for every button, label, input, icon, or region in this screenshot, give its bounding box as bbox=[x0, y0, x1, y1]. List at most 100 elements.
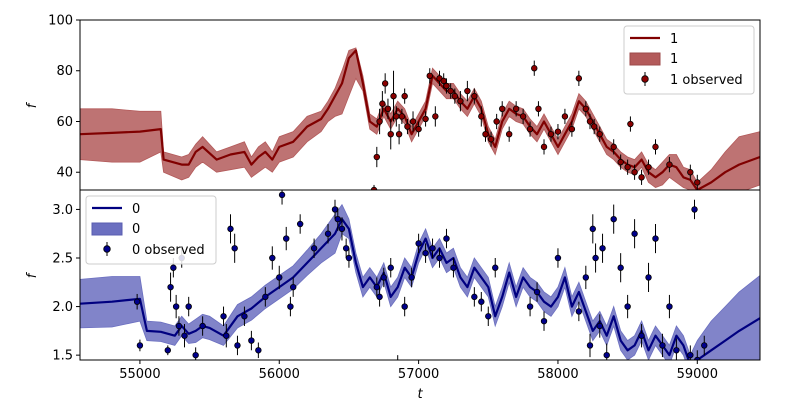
bottom-observed-point bbox=[278, 191, 286, 199]
bottom-observed-point bbox=[673, 347, 680, 354]
bottom-xtick-label: 57000 bbox=[398, 367, 439, 382]
top-observed-point bbox=[426, 72, 433, 80]
top-observed-point bbox=[478, 113, 485, 120]
top-observed-point bbox=[401, 92, 408, 100]
bottom-observed-point bbox=[526, 303, 534, 310]
bottom-observed-point bbox=[485, 313, 492, 320]
top-ylabel: f bbox=[25, 101, 40, 108]
top-observed-point bbox=[457, 97, 464, 105]
top-observed-point bbox=[451, 92, 459, 100]
bottom-observed-point bbox=[645, 274, 652, 281]
bottom-observed-point bbox=[603, 351, 610, 359]
bottom-observed-point bbox=[136, 342, 144, 349]
bottom-observed-point bbox=[324, 230, 332, 237]
bottom-observed-point bbox=[422, 249, 429, 257]
bottom-observed-point bbox=[287, 303, 294, 310]
bottom-observed-point bbox=[331, 206, 339, 213]
bottom-legend: 0 0 0 observed bbox=[85, 195, 217, 265]
bottom-observed-point bbox=[170, 264, 177, 271]
top-observed-point bbox=[610, 143, 617, 151]
top-observed-point bbox=[440, 77, 447, 85]
bottom-legend-label-band: 0 bbox=[132, 222, 140, 237]
bottom-observed-point bbox=[492, 264, 499, 271]
top-observed-point bbox=[395, 130, 403, 138]
bottom-observed-point bbox=[624, 303, 631, 310]
top-observed-point bbox=[624, 163, 631, 171]
top-observed-point bbox=[586, 118, 594, 125]
top-observed-point bbox=[432, 113, 439, 120]
bottom-observed-point bbox=[582, 274, 590, 281]
top-observed-point bbox=[666, 161, 673, 168]
bottom-observed-point bbox=[172, 303, 180, 310]
top-legend-marker-swatch bbox=[641, 75, 649, 83]
top-observed-point bbox=[381, 80, 389, 87]
bottom-observed-point bbox=[269, 254, 276, 262]
bottom-observed-point bbox=[227, 225, 234, 233]
bottom-observed-point bbox=[234, 342, 241, 349]
top-ytick-label: 80 bbox=[56, 64, 73, 79]
bottom-observed-point bbox=[255, 347, 262, 354]
top-observed-point bbox=[415, 125, 422, 133]
top-observed-point bbox=[471, 92, 478, 100]
top-observed-point bbox=[447, 87, 454, 95]
top-observed-point bbox=[409, 118, 417, 125]
bottom-observed-point bbox=[666, 303, 673, 310]
top-observed-point bbox=[393, 113, 400, 120]
bottom-observed-point bbox=[599, 245, 606, 252]
bottom-observed-point bbox=[596, 322, 603, 330]
bottom-observed-point bbox=[443, 235, 450, 242]
bottom-observed-point bbox=[231, 245, 238, 252]
top-observed-point bbox=[376, 118, 383, 125]
bottom-observed-point bbox=[691, 206, 698, 213]
bottom-observed-point bbox=[241, 313, 248, 320]
top-observed-point bbox=[694, 179, 701, 186]
top-observed-point bbox=[487, 136, 495, 143]
bottom-ylabel: f bbox=[25, 271, 40, 278]
top-observed-point bbox=[582, 105, 590, 113]
bottom-observed-point bbox=[175, 322, 183, 330]
top-panel: 40 60 80 100 f 1 1 1 observed bbox=[25, 14, 761, 191]
top-legend-band-swatch bbox=[629, 52, 661, 66]
bottom-observed-point bbox=[387, 264, 394, 271]
top-observed-point bbox=[443, 82, 450, 90]
bottom-observed-point bbox=[617, 264, 624, 271]
bottom-observed-point bbox=[586, 342, 594, 349]
bottom-xtick-label: 55000 bbox=[119, 367, 160, 382]
bottom-observed-point bbox=[220, 313, 227, 320]
bottom-observed-point bbox=[415, 240, 422, 247]
bottom-observed-point bbox=[342, 245, 350, 252]
top-observed-point bbox=[531, 65, 538, 72]
top-observed-point bbox=[422, 115, 429, 123]
bottom-legend-label-line: 0 bbox=[132, 202, 140, 217]
bottom-observed-point bbox=[436, 254, 443, 262]
top-observed-point bbox=[631, 169, 638, 176]
bottom-observed-point bbox=[533, 288, 541, 296]
bottom-observed-point bbox=[376, 293, 383, 301]
bottom-legend-band-swatch bbox=[91, 222, 123, 236]
top-observed-point bbox=[384, 105, 392, 113]
bottom-observed-point bbox=[262, 293, 269, 301]
top-legend-label-band: 1 bbox=[670, 52, 678, 67]
bottom-observed-point bbox=[478, 298, 485, 305]
top-observed-point bbox=[627, 120, 634, 128]
bottom-ytick-label: 3.0 bbox=[52, 203, 73, 218]
top-observed-point bbox=[373, 153, 381, 161]
bottom-ytick-label: 2.0 bbox=[52, 300, 73, 315]
bottom-xlabel: t bbox=[417, 387, 423, 400]
bottom-ytick-label: 2.5 bbox=[52, 252, 73, 267]
top-observed-point bbox=[547, 130, 555, 138]
bottom-ytick-label: 1.5 bbox=[52, 349, 73, 364]
bottom-observed-point bbox=[380, 274, 387, 281]
top-observed-point bbox=[379, 100, 386, 107]
top-observed-point bbox=[575, 75, 583, 82]
bottom-observed-point bbox=[167, 283, 174, 291]
top-observed-point bbox=[617, 158, 624, 166]
bottom-observed-point bbox=[334, 215, 341, 223]
bottom-observed-point bbox=[373, 283, 381, 291]
top-observed-point bbox=[590, 123, 598, 130]
bottom-observed-point bbox=[310, 245, 318, 252]
bottom-observed-point bbox=[540, 317, 548, 325]
bottom-xtick-label: 59000 bbox=[677, 367, 718, 382]
top-observed-point bbox=[387, 130, 394, 138]
bottom-observed-point bbox=[450, 264, 457, 271]
